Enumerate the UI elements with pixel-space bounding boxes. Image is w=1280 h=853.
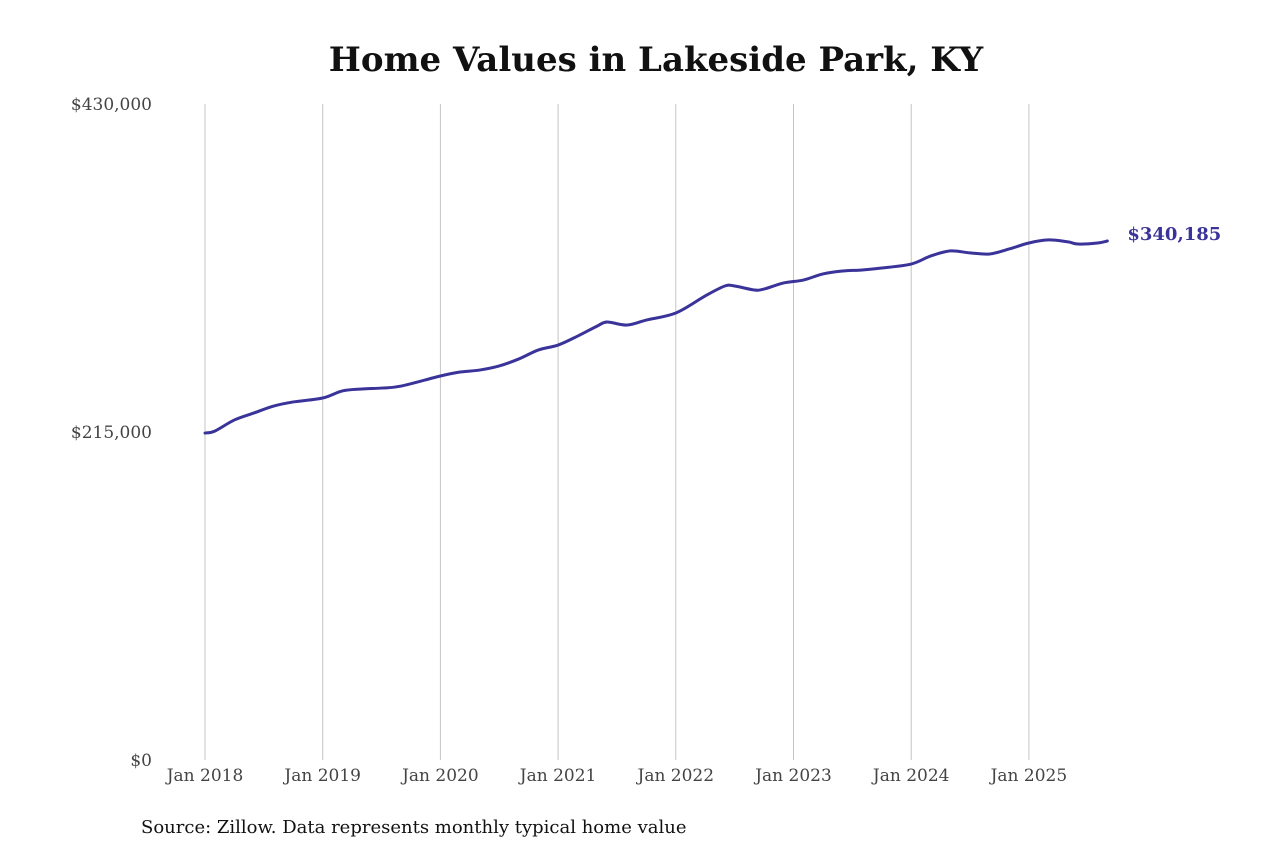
- y-tick-label: $430,000: [71, 95, 152, 115]
- x-tick-label: Jan 2025: [989, 766, 1068, 786]
- chart-title: Home Values in Lakeside Park, KY: [328, 40, 984, 80]
- x-tick-label: Jan 2021: [518, 766, 597, 786]
- x-tick-label: Jan 2023: [753, 766, 832, 786]
- y-tick-label: $215,000: [71, 423, 152, 443]
- x-tick-label: Jan 2018: [165, 766, 244, 786]
- x-tick-label: Jan 2019: [282, 766, 361, 786]
- x-tick-label: Jan 2020: [400, 766, 479, 786]
- x-tick-label: Jan 2024: [871, 766, 950, 786]
- source-note: Source: Zillow. Data represents monthly …: [141, 817, 687, 838]
- y-tick-label: $0: [130, 751, 152, 771]
- x-tick-label: Jan 2022: [636, 766, 715, 786]
- end-value-label: $340,185: [1127, 224, 1221, 245]
- series-line: [203, 238, 1109, 435]
